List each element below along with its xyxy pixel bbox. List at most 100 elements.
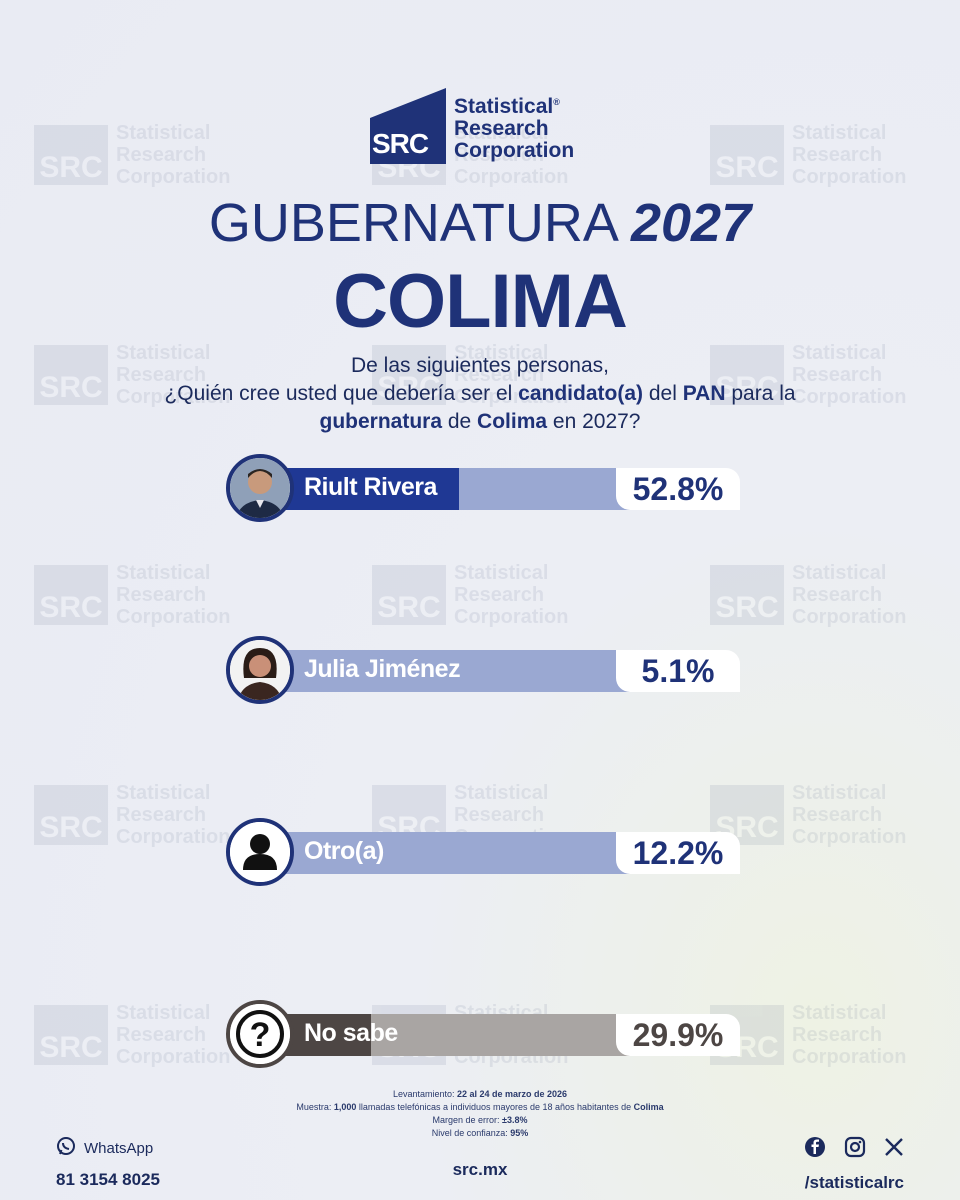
survey-question: De las siguientes personas, ¿Quién cree … bbox=[0, 352, 960, 436]
watermark-line: Research bbox=[116, 1024, 207, 1046]
watermark-line: Research bbox=[116, 584, 207, 606]
fn-text: Levantamiento: bbox=[392, 1089, 457, 1099]
bar-label: Riult Rivera bbox=[304, 473, 437, 501]
fn-text: Margen de error: bbox=[432, 1115, 503, 1125]
watermark-line: Research bbox=[792, 804, 883, 826]
brand-name-line2: Research bbox=[454, 116, 549, 140]
watermark-box: SRC bbox=[34, 1005, 108, 1065]
registered-mark: ® bbox=[553, 96, 560, 107]
watermark-line: Corporation bbox=[454, 166, 569, 188]
bar-label: No sabe bbox=[304, 1019, 398, 1047]
page-title: GUBERNATURA 2027 bbox=[0, 192, 960, 254]
bar-track bbox=[256, 1014, 641, 1056]
logo-text: SRC bbox=[372, 128, 429, 159]
watermark-line: Corporation bbox=[116, 826, 231, 848]
question-line2: ¿Quién cree usted que debería ser el can… bbox=[0, 380, 960, 408]
watermark-line: Statistical bbox=[454, 782, 549, 804]
whatsapp-contact[interactable]: WhatsApp 81 3154 8025 bbox=[56, 1136, 160, 1190]
social-icons bbox=[804, 1136, 904, 1163]
watermark-line: Corporation bbox=[792, 606, 907, 628]
watermark-line: Corporation bbox=[792, 166, 907, 188]
title-year: 2027 bbox=[630, 193, 752, 253]
brand-name: Statistical® Research Corporation bbox=[454, 91, 574, 162]
whatsapp-icon bbox=[56, 1136, 76, 1160]
q-text: para la bbox=[725, 382, 796, 405]
watermark-line: Research bbox=[116, 144, 207, 166]
fn-text: llamadas telefónicas a individuos mayore… bbox=[356, 1102, 634, 1112]
watermark-box: SRC bbox=[710, 125, 784, 185]
question-line3: gubernatura de Colima en 2027? bbox=[0, 408, 960, 436]
fn-bold: Colima bbox=[633, 1102, 664, 1112]
social-links: /statisticalrc bbox=[804, 1136, 904, 1193]
website-link[interactable]: src.mx bbox=[452, 1160, 508, 1179]
riult-rivera-photo bbox=[226, 454, 294, 522]
fn-bold: 95% bbox=[510, 1128, 529, 1138]
watermark-line: Statistical bbox=[116, 562, 211, 584]
watermark-line: Statistical bbox=[116, 1002, 211, 1024]
whatsapp-label-row: WhatsApp bbox=[56, 1136, 160, 1160]
instagram-icon[interactable] bbox=[844, 1136, 866, 1163]
watermark-line: Corporation bbox=[454, 606, 569, 628]
fn-text: Muestra: bbox=[296, 1102, 334, 1112]
watermark-line: Corporation bbox=[116, 166, 231, 188]
bar-value-label: 12.2% bbox=[616, 832, 740, 874]
q-bold: gubernatura bbox=[319, 410, 443, 433]
chart-row: Riult Rivera 52.8% bbox=[226, 454, 746, 528]
watermark-box: SRC bbox=[34, 125, 108, 185]
q-bold: PAN bbox=[682, 382, 726, 405]
bar-label: Otro(a) bbox=[304, 837, 384, 865]
chart-row: Julia Jiménez 5.1% bbox=[226, 636, 746, 710]
watermark-line: Statistical bbox=[454, 562, 549, 584]
footnote-line1: Levantamiento: 22 al 24 de marzo de 2026 bbox=[0, 1088, 960, 1101]
brand-name-line3: Corporation bbox=[454, 138, 575, 162]
fn-bold: 1,000 bbox=[333, 1102, 357, 1112]
x-icon[interactable] bbox=[884, 1137, 904, 1162]
chart-row: No sabe 29.9%? bbox=[226, 1000, 746, 1074]
q-bold: Colima bbox=[477, 410, 548, 433]
fn-text: Nivel de confianza: bbox=[431, 1128, 511, 1138]
brand-name-line1: Statistical bbox=[454, 94, 554, 118]
social-handle[interactable]: /statisticalrc bbox=[804, 1173, 904, 1192]
question-line1: De las siguientes personas, bbox=[351, 354, 609, 377]
footnote-line4: Nivel de confianza: 95% bbox=[0, 1127, 960, 1140]
page-subtitle: COLIMA bbox=[333, 259, 628, 344]
watermark-line: Statistical bbox=[792, 562, 887, 584]
facebook-icon[interactable] bbox=[804, 1136, 826, 1163]
src-logo-mark: SRC bbox=[370, 88, 446, 164]
watermark-line: Corporation bbox=[792, 826, 907, 848]
watermark-box: SRC bbox=[34, 565, 108, 625]
watermark-line: Research bbox=[792, 1024, 883, 1046]
fn-bold: ±3.8% bbox=[502, 1115, 528, 1125]
q-text: del bbox=[643, 382, 683, 405]
bar-value-label: 52.8% bbox=[616, 468, 740, 510]
watermark-box: SRC bbox=[710, 565, 784, 625]
q-text: de bbox=[442, 410, 478, 433]
bar-track bbox=[256, 468, 641, 510]
user-icon bbox=[226, 818, 294, 886]
watermark-line: Research bbox=[792, 144, 883, 166]
bar-label: Julia Jiménez bbox=[304, 655, 461, 683]
watermark-line: Statistical bbox=[792, 782, 887, 804]
brand-logo: SRC Statistical® Research Corporation bbox=[370, 88, 574, 164]
title-word: GUBERNATURA bbox=[208, 193, 616, 253]
q-text: en 2027? bbox=[547, 410, 641, 433]
footnote-line2: Muestra: 1,000 llamadas telefónicas a in… bbox=[0, 1101, 960, 1114]
watermark-line: Statistical bbox=[792, 1002, 887, 1024]
methodology-note: Levantamiento: 22 al 24 de marzo de 2026… bbox=[0, 1088, 960, 1140]
watermark-line: Research bbox=[454, 584, 545, 606]
whatsapp-label: WhatsApp bbox=[84, 1139, 154, 1157]
whatsapp-number[interactable]: 81 3154 8025 bbox=[56, 1170, 160, 1189]
bar-value-label: 29.9% bbox=[616, 1014, 740, 1056]
